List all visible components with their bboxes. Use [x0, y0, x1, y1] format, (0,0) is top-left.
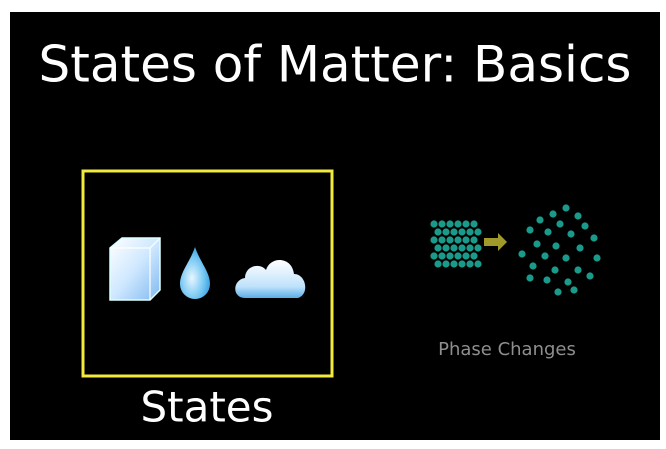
solid-particle [454, 220, 461, 227]
screen-label: Phase Changes [438, 339, 576, 360]
gas-particle [556, 220, 563, 227]
gas-particle [543, 276, 550, 283]
gas-particle [541, 252, 548, 259]
solid-particle [458, 244, 465, 251]
gas-particle [536, 216, 543, 223]
solid-particle [434, 244, 441, 251]
gas-particle [593, 254, 600, 261]
solid-particle [450, 260, 457, 267]
gas-particle [581, 222, 588, 229]
solid-particle [430, 236, 437, 243]
home-screen: States of Matter: Basics States Phase Ch… [0, 0, 666, 449]
gas-particle [586, 272, 593, 279]
solid-particle [434, 260, 441, 267]
gas-particle [562, 204, 569, 211]
solid-particle [430, 220, 437, 227]
gas-particle [576, 244, 583, 251]
gas-particle [549, 210, 556, 217]
gas-particle [562, 254, 569, 261]
solid-particle [470, 220, 477, 227]
gas-particle [567, 230, 574, 237]
gas-particle [590, 234, 597, 241]
solid-particle [458, 260, 465, 267]
gas-particle [526, 274, 533, 281]
solid-particle [462, 236, 469, 243]
gas-particle [544, 228, 551, 235]
screen-label: States [140, 383, 273, 432]
solid-particle [454, 236, 461, 243]
solid-particle [474, 228, 481, 235]
solid-particle [434, 228, 441, 235]
solid-particle [466, 260, 473, 267]
solid-particle [462, 220, 469, 227]
solid-particle [446, 252, 453, 259]
gas-particle [529, 262, 536, 269]
gas-particle [552, 242, 559, 249]
solid-particle [430, 252, 437, 259]
page: States of Matter: Basics States Phase Ch… [0, 0, 666, 449]
gas-particle [518, 250, 525, 257]
solid-particle [466, 228, 473, 235]
solid-particle [474, 244, 481, 251]
solid-particle [438, 236, 445, 243]
gas-particle [570, 286, 577, 293]
gas-particle [574, 266, 581, 273]
gas-particle [551, 266, 558, 273]
solid-particle [450, 244, 457, 251]
solid-particle [438, 252, 445, 259]
ice-cube-icon [110, 238, 160, 300]
solid-particle [446, 220, 453, 227]
solid-particle [470, 252, 477, 259]
solid-particle [474, 260, 481, 267]
solid-particle [466, 244, 473, 251]
solid-particle [450, 228, 457, 235]
solid-particle [470, 236, 477, 243]
solid-particle [442, 244, 449, 251]
solid-particle [454, 252, 461, 259]
solid-particle [446, 236, 453, 243]
solid-particle [462, 252, 469, 259]
gas-particle [533, 240, 540, 247]
solid-particle [442, 260, 449, 267]
gas-particle [526, 226, 533, 233]
solid-particle [442, 228, 449, 235]
solid-particle [458, 228, 465, 235]
gas-particle [564, 278, 571, 285]
gas-particle [554, 288, 561, 295]
gas-particle [574, 212, 581, 219]
solid-particle [438, 220, 445, 227]
title: States of Matter: Basics [39, 36, 632, 94]
